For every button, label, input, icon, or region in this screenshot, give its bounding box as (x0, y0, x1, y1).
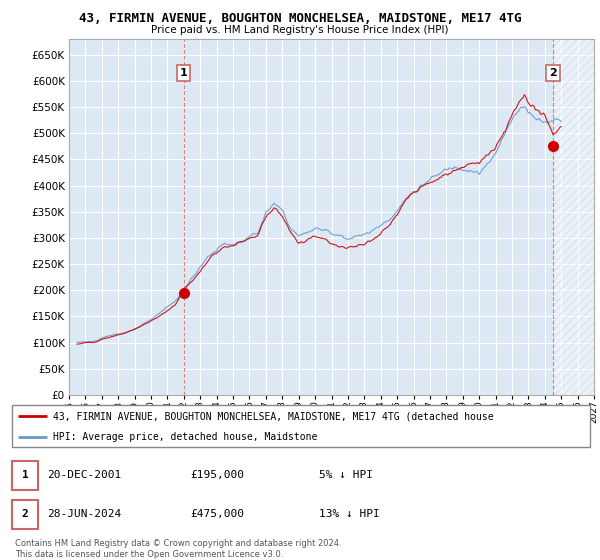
Text: 43, FIRMIN AVENUE, BOUGHTON MONCHELSEA, MAIDSTONE, ME17 4TG (detached house: 43, FIRMIN AVENUE, BOUGHTON MONCHELSEA, … (53, 411, 493, 421)
Text: Price paid vs. HM Land Registry's House Price Index (HPI): Price paid vs. HM Land Registry's House … (151, 25, 449, 35)
Text: 20-DEC-2001: 20-DEC-2001 (47, 470, 121, 480)
Text: 43, FIRMIN AVENUE, BOUGHTON MONCHELSEA, MAIDSTONE, ME17 4TG: 43, FIRMIN AVENUE, BOUGHTON MONCHELSEA, … (79, 12, 521, 25)
Text: 1: 1 (22, 470, 28, 480)
Text: £195,000: £195,000 (190, 470, 244, 480)
Text: 5% ↓ HPI: 5% ↓ HPI (319, 470, 373, 480)
Text: 1: 1 (180, 68, 188, 78)
Text: 28-JUN-2024: 28-JUN-2024 (47, 509, 121, 519)
FancyBboxPatch shape (12, 500, 38, 529)
Text: 2: 2 (549, 68, 557, 78)
Text: Contains HM Land Registry data © Crown copyright and database right 2024.
This d: Contains HM Land Registry data © Crown c… (15, 539, 341, 559)
FancyBboxPatch shape (12, 461, 38, 489)
Text: 13% ↓ HPI: 13% ↓ HPI (319, 509, 380, 519)
Text: £475,000: £475,000 (190, 509, 244, 519)
Text: HPI: Average price, detached house, Maidstone: HPI: Average price, detached house, Maid… (53, 432, 317, 442)
FancyBboxPatch shape (12, 405, 590, 447)
Bar (553, 39, 594, 395)
Text: 2: 2 (22, 509, 28, 519)
